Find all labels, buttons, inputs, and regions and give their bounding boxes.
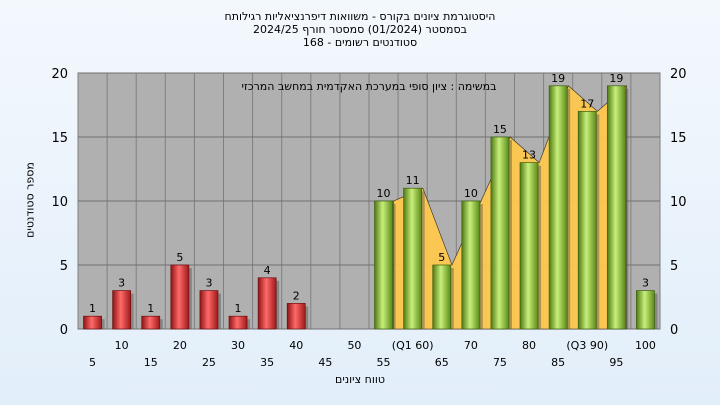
x-tick-label-lower: 15 (144, 356, 158, 369)
x-tick-label-lower: 95 (609, 356, 623, 369)
bar-value-label: 11 (406, 174, 420, 187)
bar-pass (606, 85, 626, 330)
bar-value-label: 2 (293, 289, 300, 302)
x-tick-label-lower: 55 (377, 356, 391, 369)
x-tick-label-upper: 70 (464, 339, 478, 352)
bar-fail (112, 290, 132, 330)
bar-pass (432, 264, 452, 330)
bar-fail (170, 264, 190, 330)
bar-value-label: 15 (493, 123, 507, 136)
bar-value-label: 3 (205, 277, 212, 290)
y-tick-label-right: 15 (670, 131, 687, 146)
bar-value-label: 3 (642, 277, 649, 290)
bar-pass (577, 111, 597, 330)
x-axis-title: טווח ציונים (335, 373, 385, 386)
y-tick-label-right: 0 (670, 323, 678, 338)
bar-pass (548, 85, 568, 330)
bar-pass (374, 200, 393, 330)
y-tick-label-right: 10 (670, 195, 687, 210)
y-tick-label-right: 20 (670, 67, 687, 82)
bar-value-label: 10 (377, 187, 391, 200)
x-tick-label-lower: 45 (318, 356, 332, 369)
y-tick-label-left: 10 (51, 195, 68, 210)
bar-pass (461, 200, 481, 330)
x-tick-label-upper: 20 (173, 339, 187, 352)
bar-value-label: 1 (147, 302, 154, 315)
x-tick-label-upper: 80 (522, 339, 536, 352)
x-tick-label-upper: 30 (231, 339, 245, 352)
x-tick-label-lower: 25 (202, 356, 216, 369)
bar-value-label: 3 (118, 277, 125, 290)
y-tick-label-right: 5 (670, 259, 678, 274)
x-tick-label-upper: 40 (289, 339, 303, 352)
x-tick-label-lower: 5 (89, 356, 96, 369)
x-tick-label-lower: 75 (493, 356, 507, 369)
y-tick-label-left: 15 (51, 131, 68, 146)
x-tick-label-upper: (Q1 60) (392, 339, 434, 352)
x-tick-label-lower: 35 (260, 356, 274, 369)
title-line-3: סטודנטים רשומים - 168 (302, 36, 418, 49)
bar-fail (257, 277, 277, 330)
chart-annotation: במשימה : ציון סופי במערכת האקדמית במחשב … (242, 80, 497, 93)
bar-value-label: 19 (551, 72, 565, 85)
y-tick-label-left: 0 (60, 323, 68, 338)
bar-fail (286, 303, 306, 330)
bar-pass (519, 162, 539, 330)
bar-fail (199, 290, 219, 330)
x-tick-label-upper: (Q3 90) (566, 339, 608, 352)
bar-value-label: 5 (438, 251, 445, 264)
bar-value-label: 1 (89, 302, 96, 315)
chart-title: היסטוגרמת ציונים בקורס - משוואות דיפרנצי… (0, 10, 720, 49)
bar-fail (141, 315, 161, 330)
x-tick-label-lower: 65 (435, 356, 449, 369)
bar-value-label: 17 (580, 97, 594, 110)
bar-pass (636, 290, 655, 330)
x-tick-label-upper: 100 (635, 339, 656, 352)
x-tick-label-upper: 10 (115, 339, 129, 352)
y-tick-label-left: 5 (60, 259, 68, 274)
y-tick-label-left: 20 (51, 67, 68, 82)
bar-value-label: 5 (176, 251, 183, 264)
bar-pass (490, 136, 510, 330)
bar-fail (83, 315, 102, 330)
title-line-2: בסמסטר (01/2024) סמסטר חורף 2024/25 (253, 23, 467, 36)
x-tick-label-lower: 85 (551, 356, 565, 369)
title-line-1: היסטוגרמת ציונים בקורס - משוואות דיפרנצי… (224, 10, 496, 23)
bar-pass (403, 187, 423, 330)
bar-fail (228, 315, 248, 330)
bar-value-label: 10 (464, 187, 478, 200)
bar-value-label: 1 (235, 302, 242, 315)
x-tick-label-upper: 50 (347, 339, 361, 352)
bar-value-label: 4 (264, 264, 271, 277)
bar-value-label: 13 (522, 149, 536, 162)
y-axis-title: מספר סטודנטים (23, 162, 37, 238)
bar-value-label: 19 (609, 72, 623, 85)
